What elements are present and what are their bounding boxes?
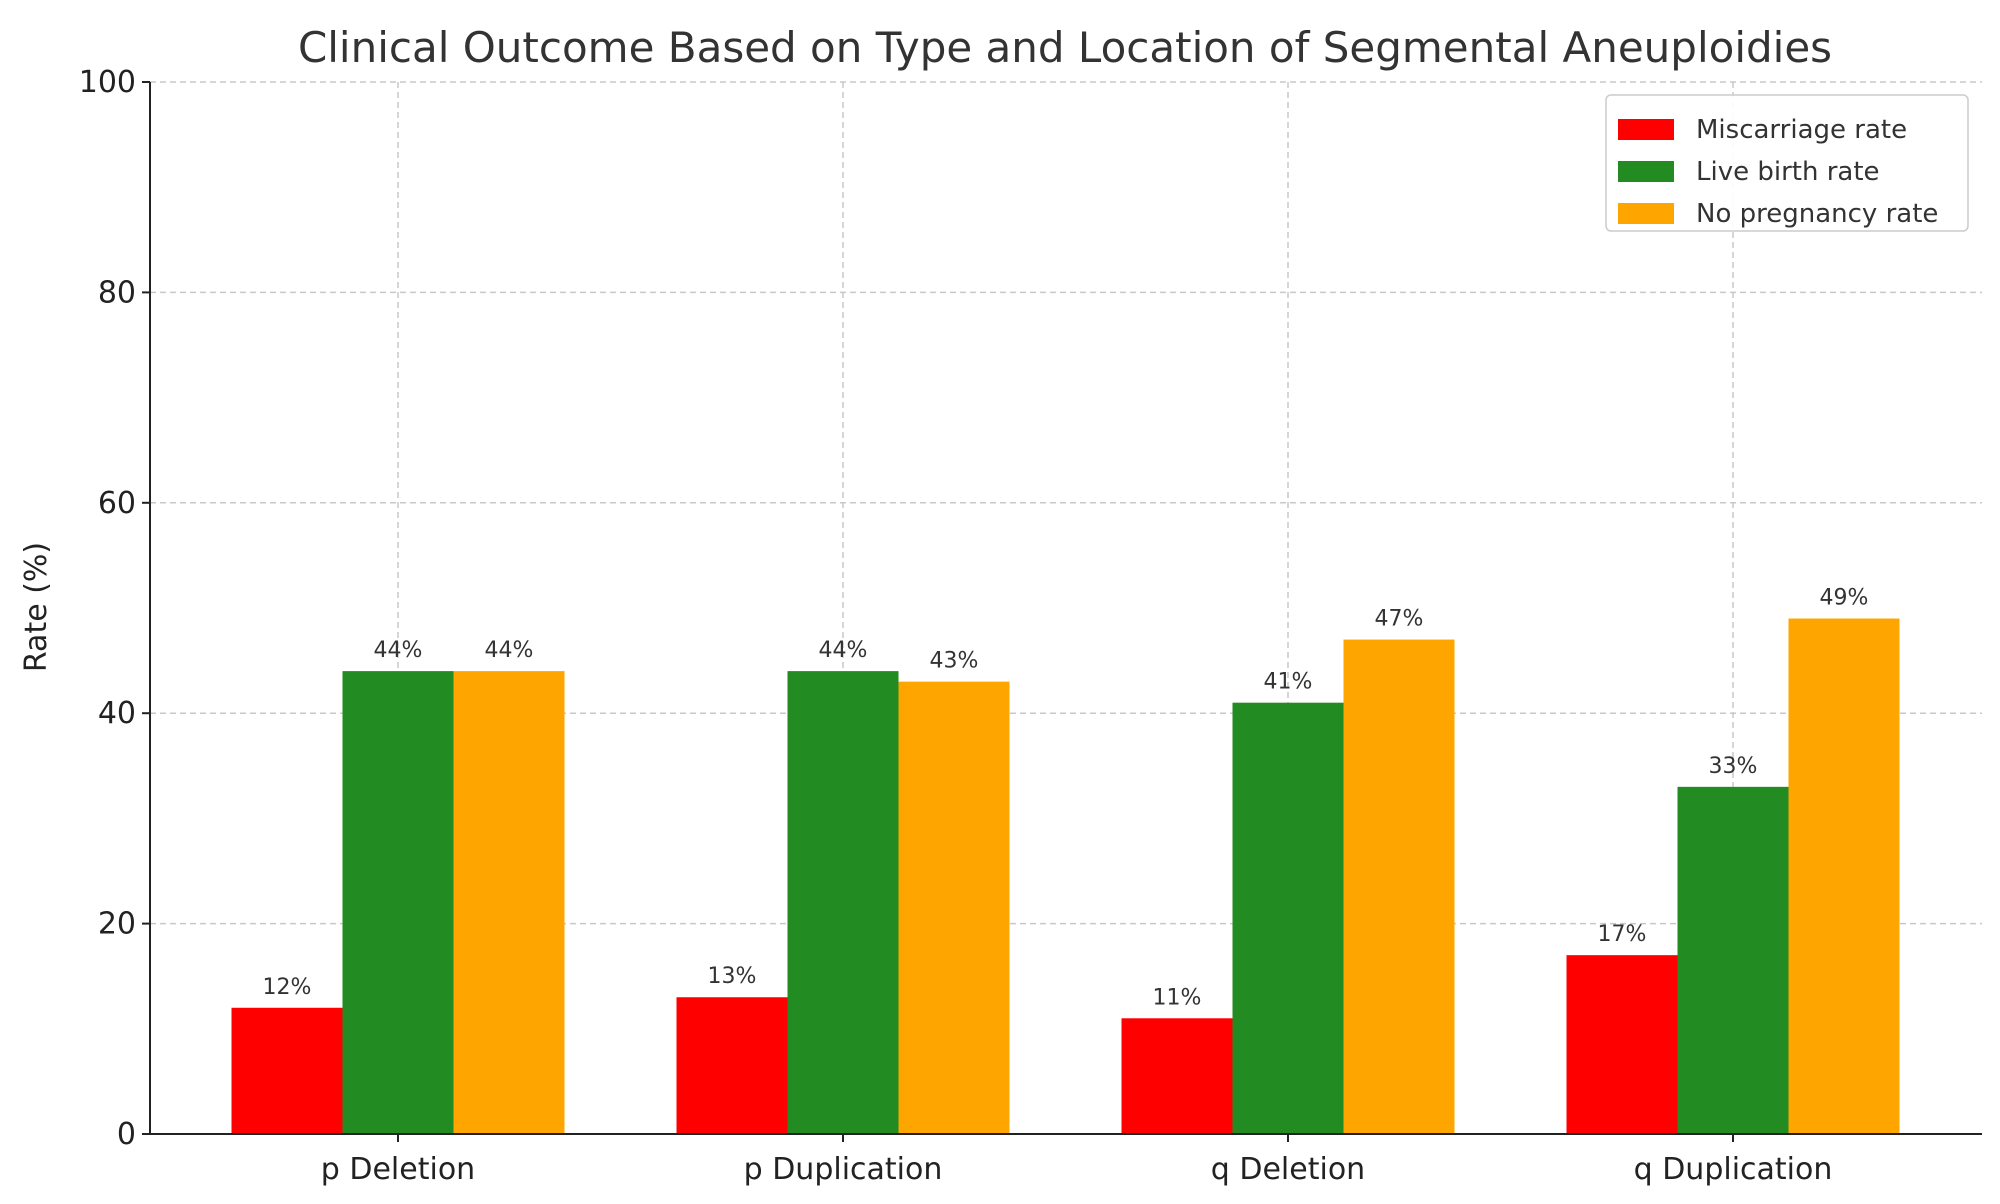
- bar-live-birth-rate: [787, 671, 899, 1134]
- legend-label: Live birth rate: [1696, 157, 1880, 187]
- data-labels: 12% 13% 11% 17% 44% 44% 41% 33% 44% 43% 47% 49%: [263, 586, 1869, 1011]
- bar-live-birth-rate: [1232, 702, 1344, 1134]
- legend-swatch-no-pregnancy-rate: [1618, 203, 1674, 224]
- data-label: 44%: [819, 638, 868, 663]
- y-tick-label: 80: [98, 275, 136, 310]
- legend-label: No pregnancy rate: [1696, 199, 1938, 229]
- chart-title: Clinical Outcome Based on Type and Locat…: [298, 23, 1832, 72]
- bar-no-pregnancy-rate: [1343, 639, 1455, 1134]
- x-tick-label: p Duplication: [744, 1152, 943, 1187]
- bar-miscarriage-rate: [1121, 1018, 1233, 1134]
- axes: 0 20 40 60 80 100 p Deletion p Duplication q Del…: [79, 65, 1982, 1187]
- y-axis-label: Rate (%): [19, 542, 54, 672]
- data-label: 11%: [1153, 985, 1202, 1010]
- bar-miscarriage-rate: [231, 1007, 343, 1134]
- bars: [231, 618, 1900, 1134]
- legend-swatch-live-birth-rate: [1618, 161, 1674, 182]
- legend-box: [1605, 94, 1969, 232]
- x-tick-label: q Deletion: [1211, 1152, 1365, 1187]
- bar-no-pregnancy-rate: [1788, 618, 1900, 1134]
- data-label: 43%: [930, 649, 979, 674]
- data-label: 49%: [1820, 586, 1869, 611]
- x-tick-label: q Duplication: [1634, 1152, 1833, 1187]
- legend-swatch-miscarriage-rate: [1618, 119, 1674, 140]
- data-label: 47%: [1375, 607, 1424, 632]
- data-label: 33%: [1709, 754, 1758, 779]
- bar-miscarriage-rate: [676, 997, 788, 1134]
- data-label: 17%: [1598, 922, 1647, 947]
- data-label: 44%: [374, 638, 423, 663]
- bar-no-pregnancy-rate: [898, 681, 1010, 1134]
- bar-live-birth-rate: [342, 671, 454, 1134]
- bar-live-birth-rate: [1677, 786, 1789, 1134]
- legend-label: Miscarriage rate: [1696, 115, 1907, 145]
- y-tick-label: 0: [117, 1117, 136, 1152]
- y-tick-label: 60: [98, 486, 136, 521]
- data-label: 13%: [708, 964, 757, 989]
- legend: Miscarriage rate Live birth rate No pregna…: [1605, 94, 1969, 232]
- data-label: 12%: [263, 975, 312, 1000]
- bar-miscarriage-rate: [1566, 955, 1678, 1134]
- y-tick-label: 100: [79, 65, 136, 100]
- bar-no-pregnancy-rate: [453, 671, 565, 1134]
- y-tick-label: 40: [98, 696, 136, 731]
- data-label: 44%: [485, 638, 534, 663]
- data-label: 41%: [1264, 670, 1313, 695]
- x-tick-label: p Deletion: [321, 1152, 475, 1187]
- y-tick-label: 20: [98, 907, 136, 942]
